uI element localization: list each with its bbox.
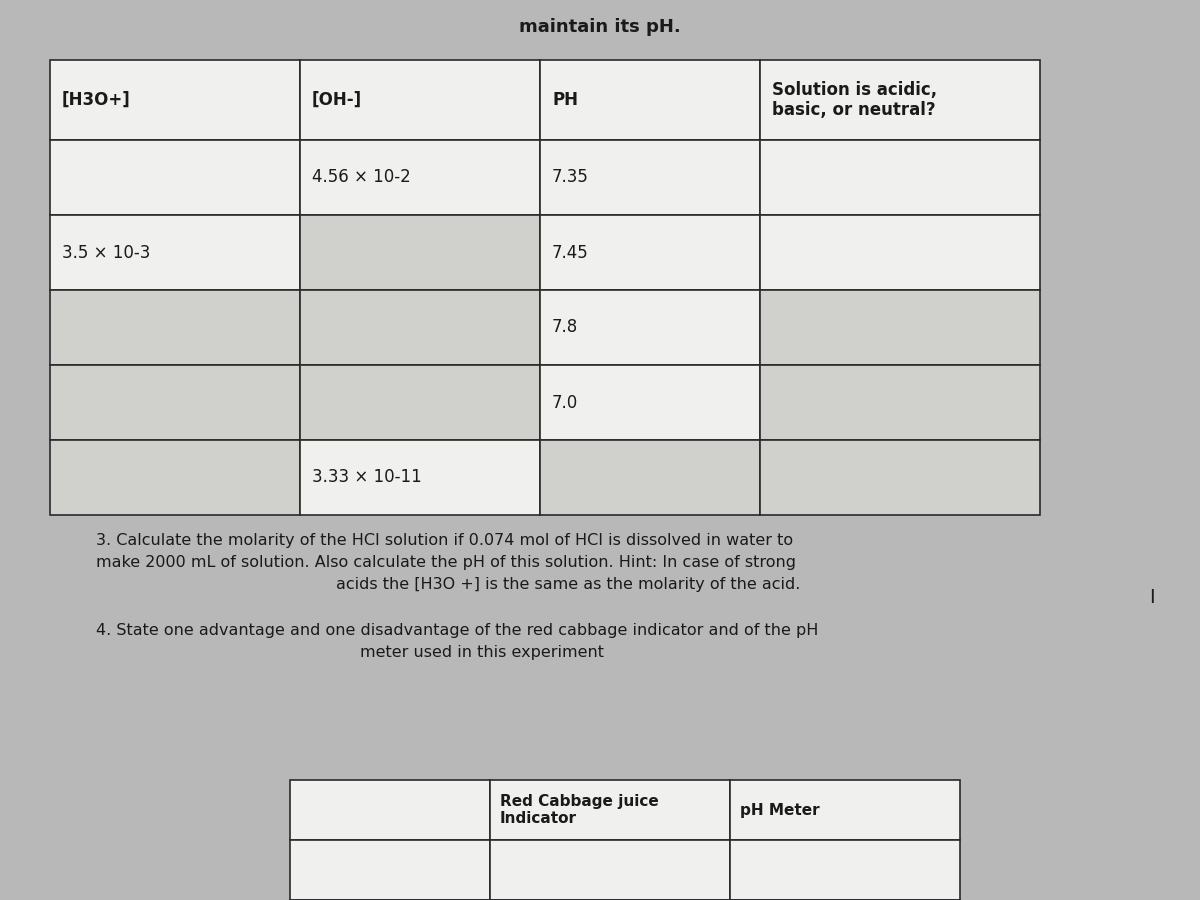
- Text: meter used in this experiment: meter used in this experiment: [360, 645, 604, 660]
- Text: [OH-]: [OH-]: [312, 91, 362, 109]
- Text: 7.35: 7.35: [552, 168, 589, 186]
- Bar: [760, 365, 1040, 440]
- Bar: [540, 365, 760, 440]
- Bar: [540, 290, 760, 365]
- Text: 3. Calculate the molarity of the HCI solution if 0.074 mol of HCI is dissolved i: 3. Calculate the molarity of the HCI sol…: [96, 533, 793, 548]
- Bar: [300, 215, 540, 290]
- Bar: [300, 440, 540, 515]
- Bar: [50, 215, 300, 290]
- Bar: [760, 440, 1040, 515]
- Bar: [50, 440, 300, 515]
- Bar: [290, 780, 490, 840]
- Text: 3.5 × 10-3: 3.5 × 10-3: [62, 244, 150, 262]
- Bar: [760, 140, 1040, 215]
- Bar: [760, 290, 1040, 365]
- Bar: [300, 60, 540, 140]
- Text: Solution is acidic,
basic, or neutral?: Solution is acidic, basic, or neutral?: [772, 81, 937, 120]
- Bar: [290, 840, 490, 900]
- Text: [H3O+]: [H3O+]: [62, 91, 131, 109]
- Text: 7.8: 7.8: [552, 319, 578, 337]
- Bar: [760, 60, 1040, 140]
- Bar: [490, 840, 730, 900]
- Text: 4. State one advantage and one disadvantage of the red cabbage indicator and of : 4. State one advantage and one disadvant…: [96, 623, 818, 638]
- Text: acids the [H3O +] is the same as the molarity of the acid.: acids the [H3O +] is the same as the mol…: [336, 577, 800, 592]
- Text: PH: PH: [552, 91, 578, 109]
- Text: maintain its pH.: maintain its pH.: [520, 18, 680, 36]
- Text: 7.45: 7.45: [552, 244, 589, 262]
- Bar: [540, 440, 760, 515]
- Bar: [730, 780, 960, 840]
- Text: 3.33 × 10-11: 3.33 × 10-11: [312, 469, 421, 487]
- Text: make 2000 mL of solution. Also calculate the pH of this solution. Hint: In case : make 2000 mL of solution. Also calculate…: [96, 555, 796, 570]
- Text: 7.0: 7.0: [552, 393, 578, 411]
- Text: I: I: [1150, 588, 1154, 607]
- Bar: [50, 365, 300, 440]
- Text: Red Cabbage juice
Indicator: Red Cabbage juice Indicator: [500, 794, 659, 826]
- Bar: [540, 140, 760, 215]
- Bar: [50, 140, 300, 215]
- Bar: [540, 60, 760, 140]
- Bar: [730, 840, 960, 900]
- Bar: [760, 215, 1040, 290]
- Bar: [540, 215, 760, 290]
- Bar: [490, 780, 730, 840]
- Text: pH Meter: pH Meter: [740, 803, 820, 817]
- Bar: [300, 290, 540, 365]
- Bar: [300, 365, 540, 440]
- Text: 4.56 × 10-2: 4.56 × 10-2: [312, 168, 410, 186]
- Bar: [50, 290, 300, 365]
- Bar: [300, 140, 540, 215]
- Bar: [50, 60, 300, 140]
